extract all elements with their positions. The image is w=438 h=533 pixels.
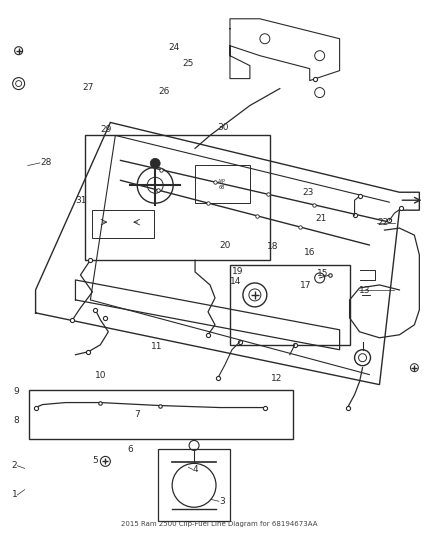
Text: 21: 21: [315, 214, 326, 223]
Text: 28: 28: [40, 158, 51, 167]
Text: 22: 22: [377, 219, 389, 228]
Text: 31: 31: [75, 196, 86, 205]
Text: 23: 23: [302, 188, 313, 197]
Text: 9: 9: [13, 387, 19, 396]
Text: 18: 18: [267, 242, 279, 251]
Text: 12: 12: [272, 374, 283, 383]
Circle shape: [150, 158, 160, 168]
Bar: [92, 210, 154, 238]
Text: 17: 17: [300, 280, 311, 289]
Text: 20: 20: [219, 241, 230, 250]
Text: 7: 7: [134, 410, 140, 419]
Text: 1: 1: [11, 490, 17, 499]
Text: 19: 19: [232, 268, 244, 276]
Text: 25: 25: [182, 59, 193, 68]
Text: 27: 27: [82, 83, 93, 92]
Text: 5: 5: [92, 456, 98, 465]
Text: 29: 29: [100, 125, 112, 134]
Text: 3: 3: [219, 497, 225, 506]
Text: 10: 10: [95, 372, 106, 381]
Text: 15: 15: [317, 269, 329, 278]
Text: 14: 14: [230, 277, 241, 286]
Bar: [85, 135, 270, 260]
Text: 13: 13: [359, 286, 370, 295]
Text: 8: 8: [13, 416, 19, 425]
Text: 30: 30: [218, 123, 229, 132]
Text: 26: 26: [159, 87, 170, 95]
Text: 2: 2: [12, 461, 17, 470]
Text: 6: 6: [127, 445, 133, 454]
Text: 16: 16: [304, 248, 316, 257]
Bar: [230, 265, 350, 345]
Text: 4: 4: [193, 465, 198, 474]
Text: 11: 11: [151, 342, 163, 351]
Bar: [28, 390, 293, 439]
Bar: [158, 449, 230, 521]
Text: 24: 24: [169, 43, 180, 52]
Text: A/P
68: A/P 68: [218, 179, 226, 190]
Text: 2015 Ram 2500 Clip-Fuel Line Diagram for 68194673AA: 2015 Ram 2500 Clip-Fuel Line Diagram for…: [121, 521, 317, 527]
Bar: [195, 165, 250, 203]
